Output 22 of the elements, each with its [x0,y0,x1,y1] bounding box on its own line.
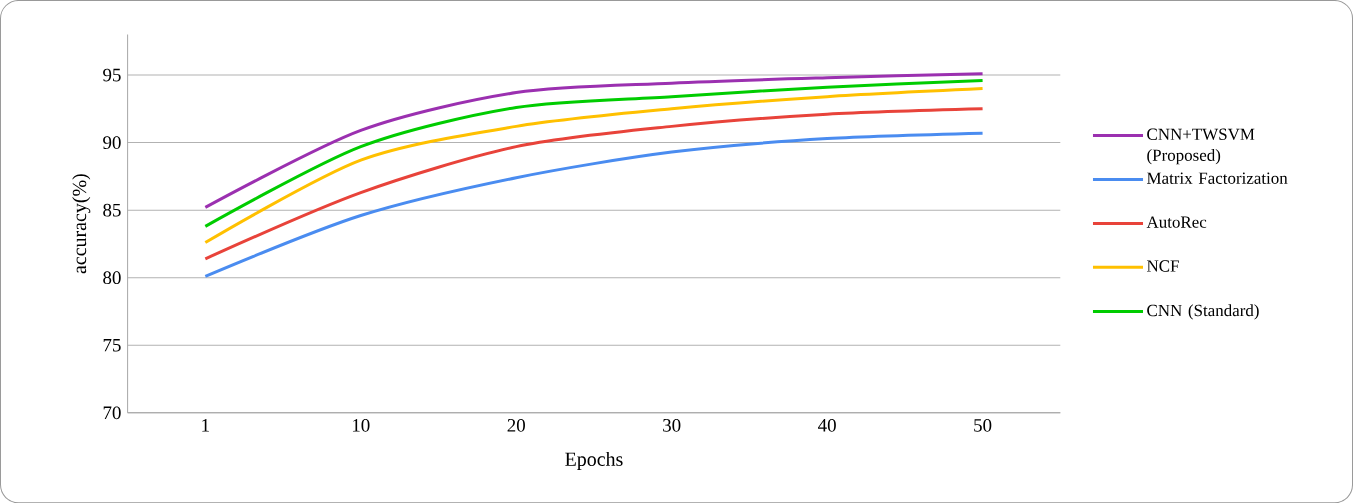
legend-label: CNN (Standard) [1147,304,1259,320]
x-tick-label: 1 [202,418,209,432]
line-series [203,131,985,278]
y-tick-label: 75 [103,338,121,352]
legend-label: AutoRec [1146,216,1207,228]
x-tick-label: 50 [974,418,992,432]
x-axis-title: Epochs [565,451,623,470]
y-tick-label: 80 [103,271,121,284]
legend-label: NCF [1146,260,1179,272]
y-tick-label: 70 [103,406,121,420]
legend-label: CNN+TWSVM (Proposed) [1147,128,1255,165]
y-tick-label: 85 [103,203,121,217]
y-tick-label: 95 [103,68,121,82]
y-axis-title: accuracy(%) [72,173,91,274]
x-tick-label: 40 [818,418,836,432]
x-tick-label: 20 [507,418,525,432]
line-series [203,107,985,261]
x-tick-label: 10 [352,418,370,432]
y-tick-label: 90 [103,136,121,149]
legend-label: Matrix Factorization [1146,172,1288,184]
line-series [203,72,985,209]
x-tick-label: 30 [663,418,681,432]
